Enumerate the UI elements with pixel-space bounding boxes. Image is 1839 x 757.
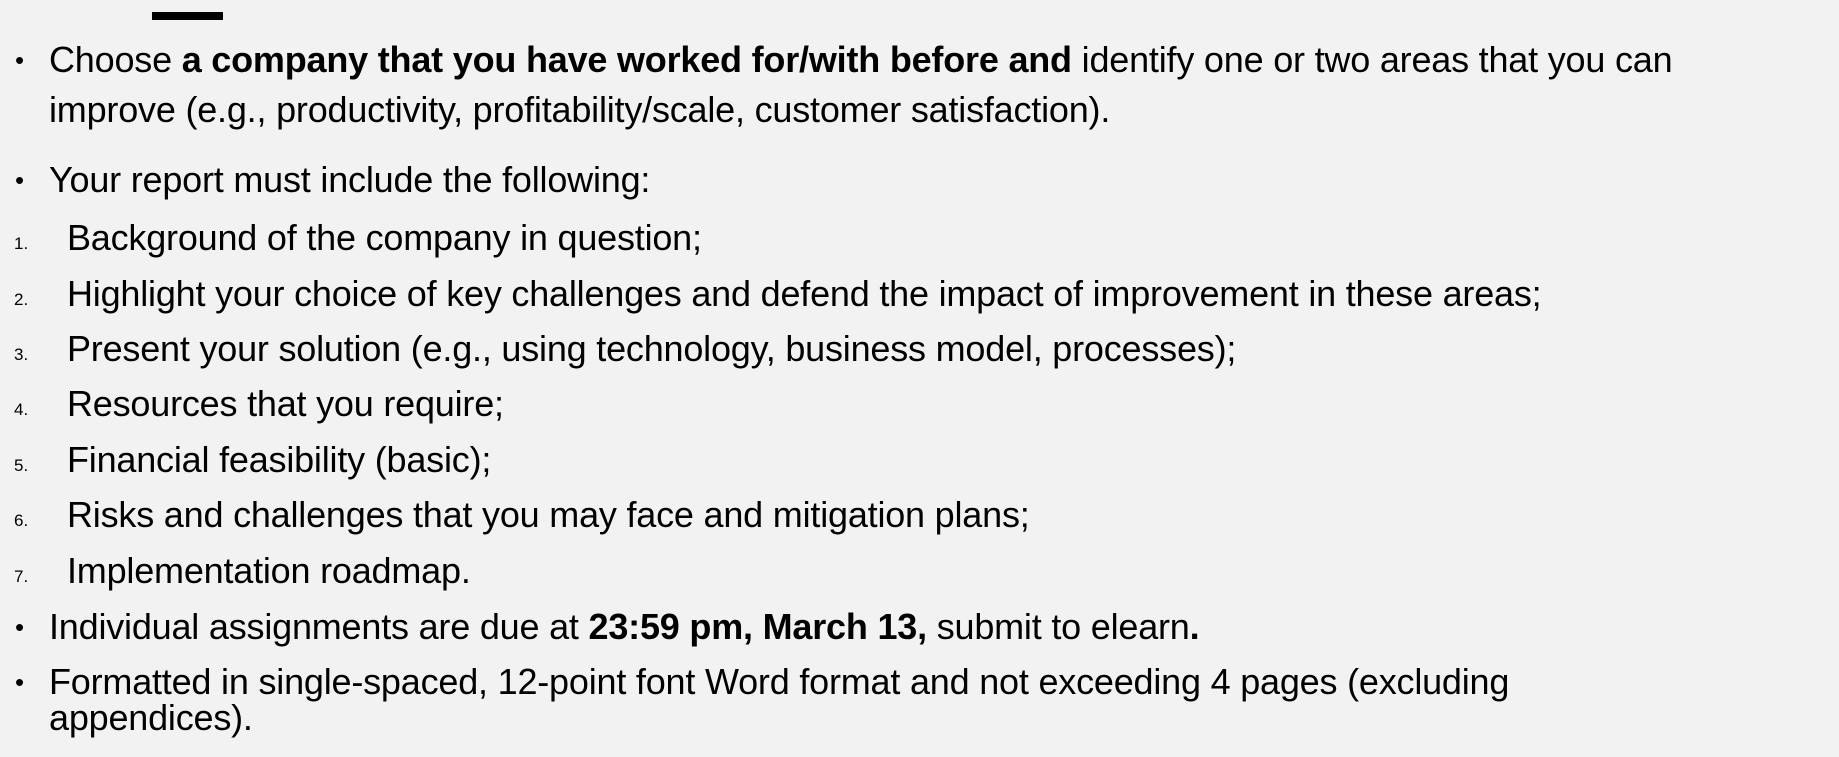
list-number: 5. — [14, 456, 29, 475]
list-number: 3. — [14, 345, 29, 364]
list-item-text: Resources that you require; — [67, 383, 504, 424]
bullet-icon: • — [15, 165, 25, 195]
list-number: 1. — [14, 234, 29, 253]
list-number: 7. — [14, 567, 29, 586]
list-item-text: Background of the company in question; — [67, 217, 702, 258]
bullet-text-line1: Formatted in single-spaced, 12-point fon… — [49, 661, 1510, 702]
bullet-icon: • — [15, 612, 25, 642]
bullet-text: Individual assignments are due at 23:59 … — [49, 606, 1200, 647]
bullet-text-line2: appendices). — [49, 697, 253, 738]
bullet-icon: • — [15, 45, 25, 75]
bullet-text-line1: Choose a company that you have worked fo… — [49, 39, 1673, 80]
list-item-text: Risks and challenges that you may face a… — [67, 494, 1030, 535]
list-item-text: Financial feasibility (basic); — [67, 439, 492, 480]
due-date-bold: 23:59 pm, March 13, — [588, 606, 928, 647]
bullet-text-line2: improve (e.g., productivity, profitabili… — [49, 89, 1111, 130]
list-item-text: Highlight your choice of key challenges … — [67, 273, 1542, 314]
bullet-bold-text: a company that you have worked for/with … — [181, 39, 1072, 80]
list-item-text: Implementation roadmap. — [67, 550, 471, 591]
list-number: 4. — [14, 400, 29, 419]
top-rule-decoration — [152, 12, 223, 20]
bullet-text: Your report must include the following: — [49, 159, 651, 200]
list-number: 6. — [14, 511, 29, 530]
list-item-text: Present your solution (e.g., using techn… — [67, 328, 1237, 369]
list-number: 2. — [14, 290, 29, 309]
bullet-icon: • — [15, 667, 25, 697]
